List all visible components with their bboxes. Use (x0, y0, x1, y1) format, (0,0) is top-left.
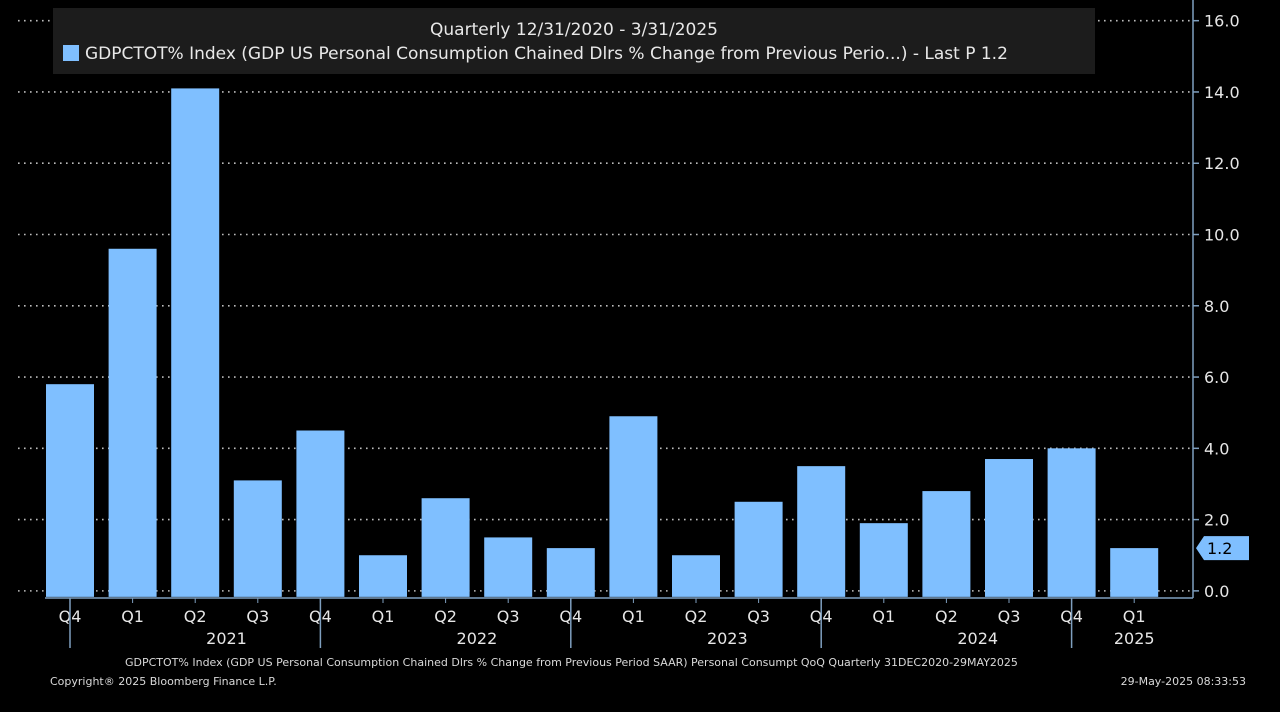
y-tick-label: 10.0 (1204, 226, 1240, 245)
x-tick-label: Q3 (497, 607, 520, 626)
y-tick-label: 14.0 (1204, 83, 1240, 102)
x-tick-label: Q2 (935, 607, 958, 626)
x-tick-label: Q2 (434, 607, 457, 626)
bar (171, 88, 220, 597)
bar (1110, 548, 1159, 597)
x-tick-label: Q3 (747, 607, 770, 626)
bar (233, 480, 282, 597)
x-tick-label: Q3 (246, 607, 269, 626)
x-tick-label: Q1 (872, 607, 895, 626)
bar (484, 537, 533, 597)
footer-timestamp: 29-May-2025 08:33:53 (1120, 675, 1246, 688)
x-tick-label: Q2 (685, 607, 708, 626)
last-value-marker: 1.2 (1196, 536, 1249, 561)
x-tick-label: Q1 (372, 607, 395, 626)
bar (359, 555, 407, 597)
legend-swatch (63, 45, 79, 61)
y-tick-label: 16.0 (1204, 12, 1240, 31)
year-label: 2023 (707, 629, 748, 648)
bar (985, 459, 1033, 597)
last-value-label: 1.2 (1207, 539, 1232, 558)
bar (734, 501, 783, 597)
x-tick-label: Q2 (184, 607, 207, 626)
bar (296, 430, 345, 597)
bar (46, 384, 94, 597)
x-tick-label: Q1 (622, 607, 645, 626)
last-value-badge (1196, 536, 1249, 561)
bar (1047, 448, 1096, 597)
x-tick-label: Q1 (1123, 607, 1146, 626)
legend-entry: GDPCTOT% Index (GDP US Personal Consumpt… (63, 44, 1008, 64)
legend-label: GDPCTOT% Index (GDP US Personal Consumpt… (85, 44, 1008, 64)
footer-copyright: Copyright® 2025 Bloomberg Finance L.P. (50, 675, 277, 688)
x-tick-label: Q1 (121, 607, 144, 626)
year-label: 2024 (957, 629, 998, 648)
legend-box: Quarterly 12/31/2020 - 3/31/2025 GDPCTOT… (53, 8, 1095, 74)
bar (609, 416, 658, 597)
x-tick-label: Q3 (998, 607, 1021, 626)
chart-title: Quarterly 12/31/2020 - 3/31/2025 (430, 20, 718, 40)
bar (922, 491, 971, 597)
bar (421, 498, 470, 597)
y-tick-label: 4.0 (1204, 439, 1229, 458)
y-tick-label: 2.0 (1204, 511, 1229, 530)
bar (546, 548, 595, 597)
bar (672, 555, 720, 597)
y-tick-label: 8.0 (1204, 297, 1229, 316)
year-label: 2021 (206, 629, 247, 648)
bar (859, 523, 908, 597)
footer-description: GDPCTOT% Index (GDP US Personal Consumpt… (125, 656, 1018, 669)
y-tick-label: 0.0 (1204, 582, 1229, 601)
bar (108, 248, 157, 597)
year-label: 2025 (1114, 629, 1155, 648)
bar (797, 466, 846, 597)
year-label: 2022 (457, 629, 498, 648)
y-tick-label: 12.0 (1204, 154, 1240, 173)
y-tick-label: 6.0 (1204, 368, 1229, 387)
